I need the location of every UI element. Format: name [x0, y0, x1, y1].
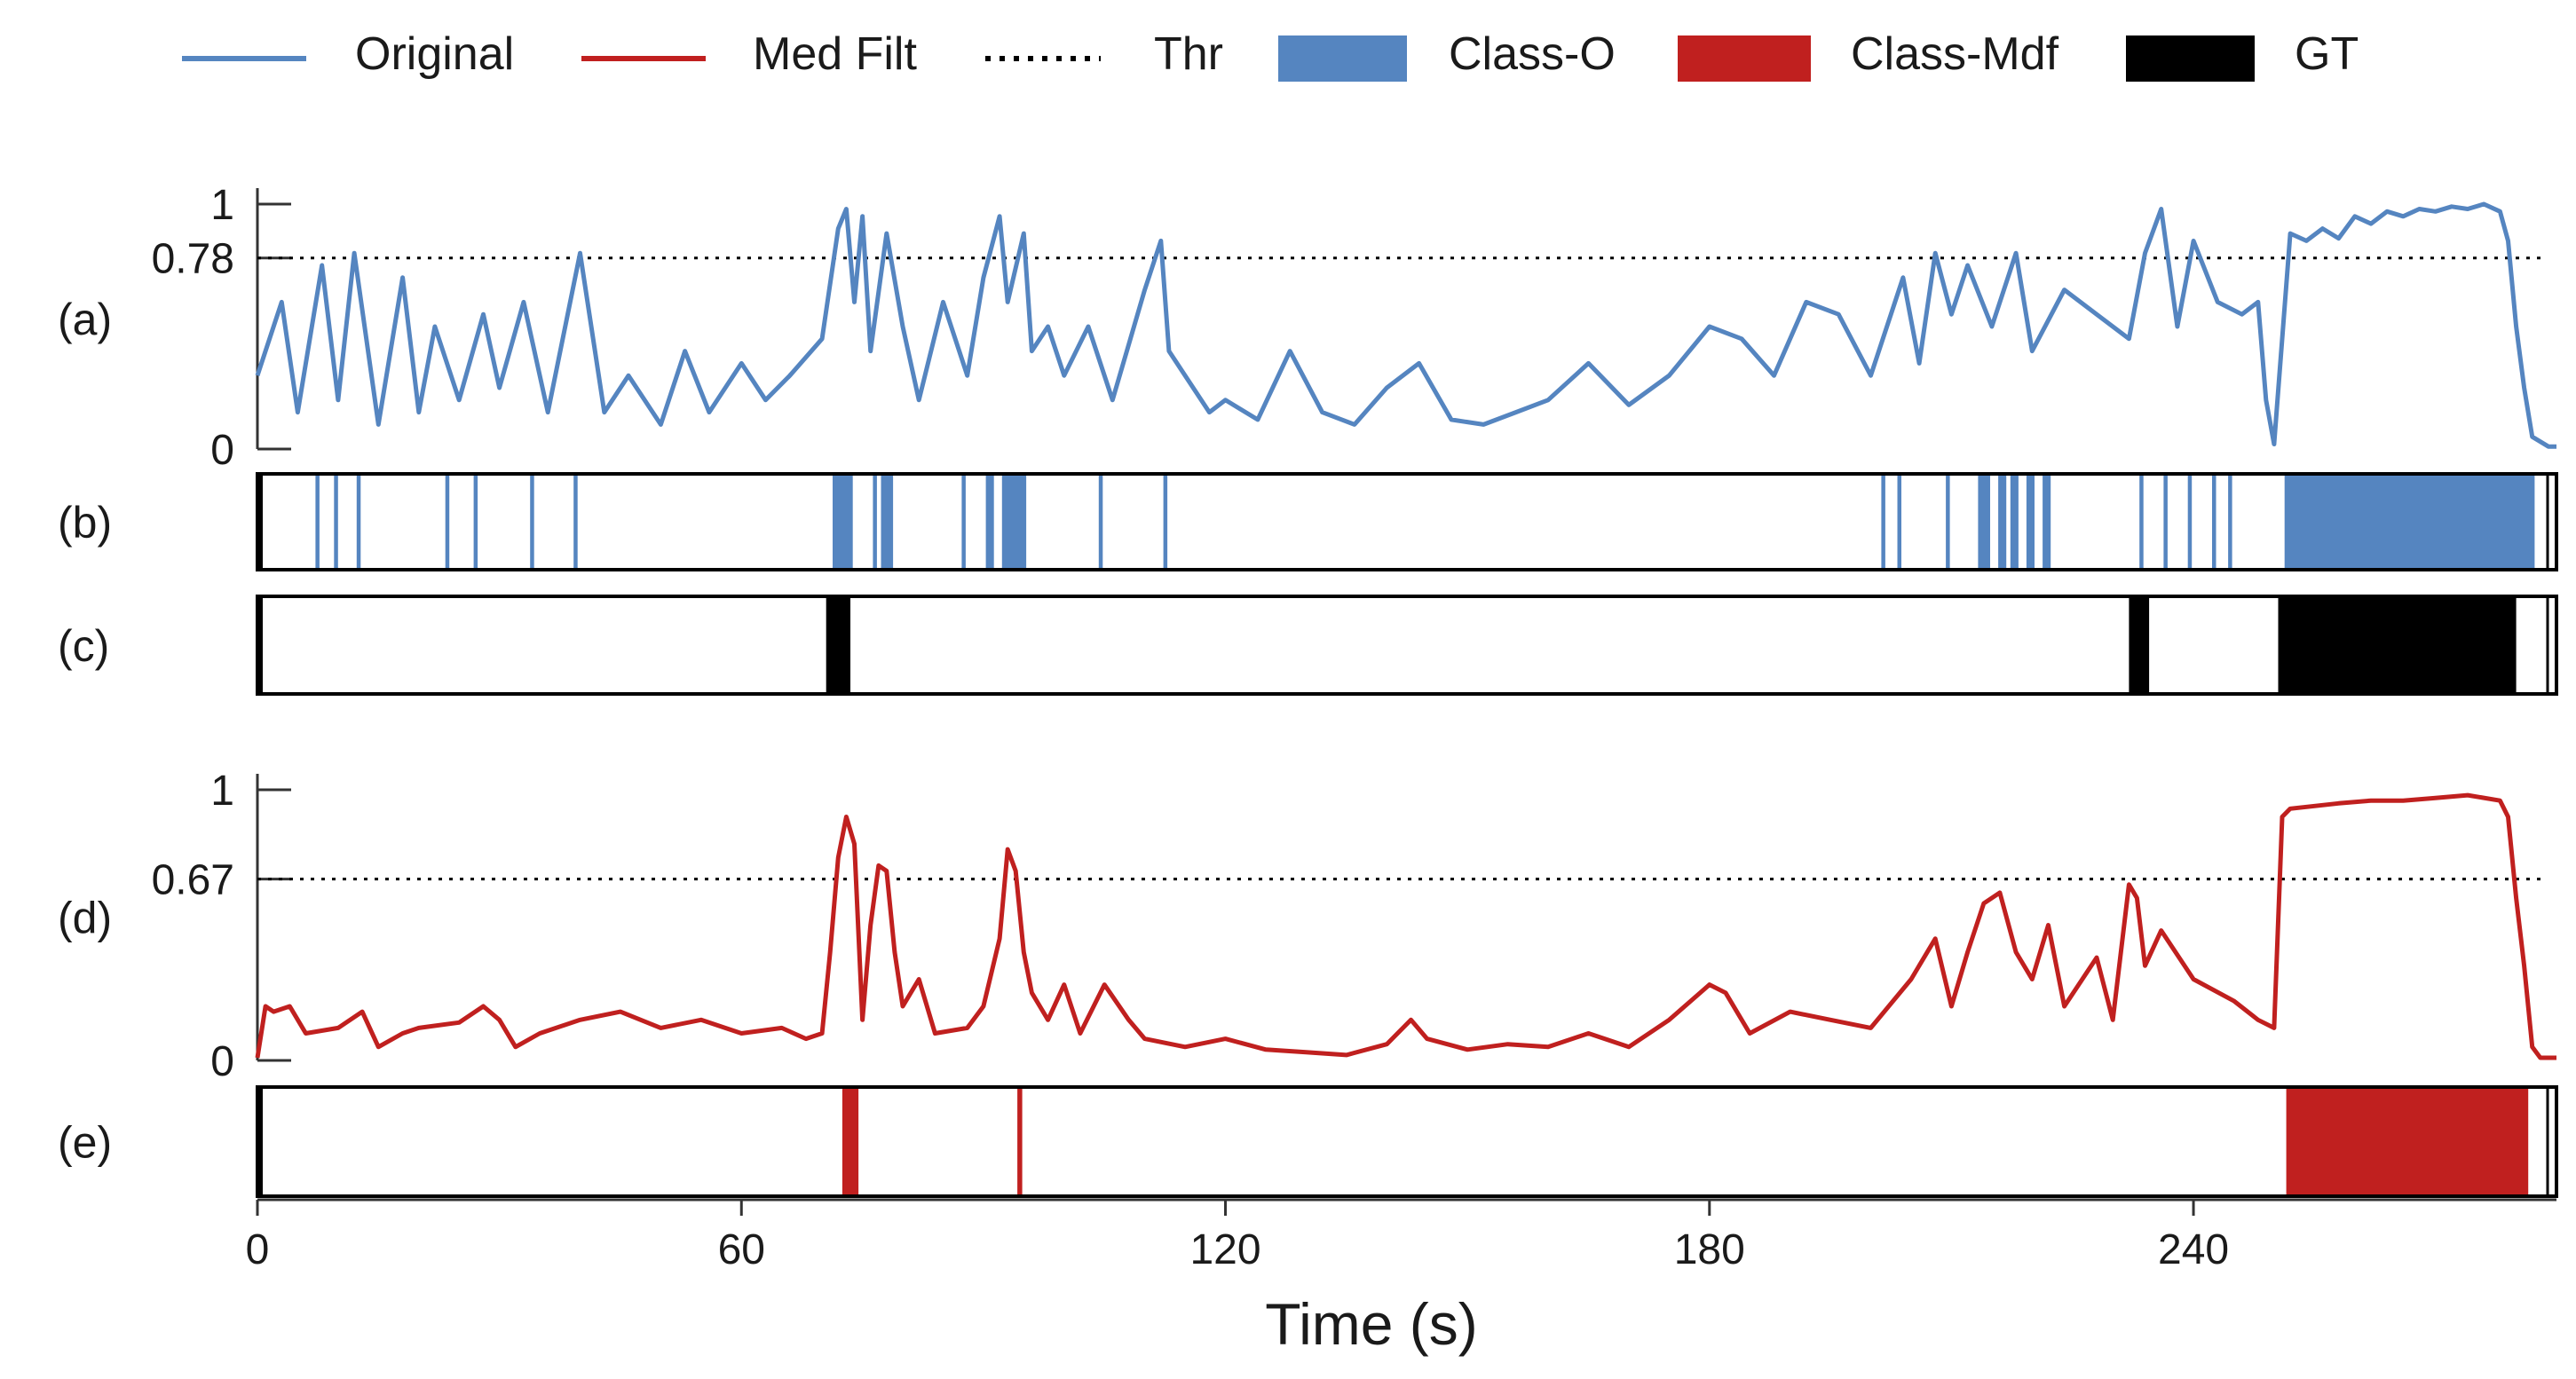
x-tick-label: 60 [718, 1226, 765, 1273]
legend-entry-class-mdf: Class-Mdf [1678, 28, 2059, 82]
panel-c: (c) [58, 595, 2558, 696]
event-bar-b [1978, 476, 1990, 568]
event-bar-b [2284, 476, 2535, 568]
y-tick-label-a: 0.78 [152, 236, 234, 283]
legend-entry-gt: GT [2126, 28, 2359, 82]
event-bar-b [1946, 476, 1950, 568]
panels: (a) 0 0.78 1 (b) (c) (d) 0 0.67 1 (e) [58, 182, 2558, 1198]
event-bar-b [2228, 476, 2232, 568]
event-bar-e [2286, 1089, 2529, 1194]
event-bar-b [1098, 476, 1103, 568]
event-bar-b [573, 476, 578, 568]
event-bar-c [2129, 598, 2150, 692]
legend-label: Med Filt [753, 28, 917, 80]
legend-label: Original [355, 28, 514, 80]
event-bar-b [1001, 476, 1027, 568]
legend-label: GT [2295, 28, 2359, 80]
event-bar-c [2278, 598, 2517, 692]
event-frame-b [256, 472, 2558, 571]
x-tick-label: 180 [1674, 1226, 1745, 1273]
x-tick-label: 0 [246, 1226, 270, 1273]
legend-entry-class-o: Class-O [1278, 28, 1616, 82]
event-bar-b [1897, 476, 1901, 568]
event-bar-b [1163, 476, 1168, 568]
panel-label-d: (d) [58, 894, 112, 943]
x-tick-label: 120 [1189, 1226, 1260, 1273]
event-bar-b [833, 476, 853, 568]
event-bar-e [1017, 1089, 1023, 1194]
event-bar-b [2187, 476, 2193, 568]
y-tick-label-d: 0.67 [152, 857, 234, 904]
event-bar-b [2163, 476, 2168, 568]
series-line-d [255, 792, 2556, 1060]
panel-d: (d) 0 0.67 1 [58, 768, 2556, 1085]
event-bar-b [530, 476, 534, 568]
legend-swatch-box [1678, 35, 1811, 82]
x-tick-label: 240 [2158, 1226, 2229, 1273]
event-bar-b [2043, 476, 2051, 568]
event-bar-b [961, 476, 966, 568]
event-bar-b [985, 476, 994, 568]
panel-label-e: (e) [58, 1118, 112, 1168]
event-bar-b [473, 476, 478, 568]
legend-entry-original: Original [182, 28, 514, 80]
event-bar-e [842, 1089, 859, 1194]
event-bar-b [873, 476, 877, 568]
event-bar-b [445, 476, 450, 568]
legend-swatch-box [2126, 35, 2255, 82]
y-tick-label-a: 1 [210, 182, 234, 229]
event-bar-b [2212, 476, 2216, 568]
panel-a: (a) 0 0.78 1 [58, 182, 2556, 474]
panel-e: (e) [58, 1085, 2558, 1198]
event-bar-b [1881, 476, 1885, 568]
y-tick-label-d: 0 [210, 1038, 234, 1085]
event-bar-c [826, 598, 850, 692]
event-bar-b [315, 476, 320, 568]
y-tick-label-d: 1 [210, 768, 234, 815]
panel-label-c: (c) [58, 621, 109, 671]
event-bar-b [1998, 476, 2007, 568]
panel-b: (b) [58, 472, 2558, 571]
legend-label: Class-O [1449, 28, 1616, 80]
panel-label-a: (a) [58, 295, 112, 344]
legend-swatch-box [1278, 35, 1407, 82]
legend-entry-thr: Thr [985, 28, 1223, 80]
panel-label-b: (b) [58, 498, 112, 548]
event-bar-b [881, 476, 894, 568]
event-bar-b [2139, 476, 2144, 568]
legend-entry-med-filt: Med Filt [581, 28, 917, 80]
event-bar-b [2026, 476, 2035, 568]
event-frame-c [256, 595, 2558, 696]
x-axis: 0 60 120 180 240 [246, 1198, 2556, 1273]
event-frame-e [256, 1085, 2558, 1198]
legend: Original Med Filt Thr Class-O Class-Mdf GT [182, 28, 2359, 82]
event-bar-b [356, 476, 361, 568]
legend-label: Thr [1154, 28, 1223, 80]
series-line-a [255, 201, 2556, 449]
legend-label: Class-Mdf [1851, 28, 2059, 80]
y-tick-label-a: 0 [210, 427, 234, 474]
x-axis-label: Time (s) [1265, 1291, 1478, 1357]
event-bar-b [2010, 476, 2019, 568]
event-bar-b [334, 476, 338, 568]
